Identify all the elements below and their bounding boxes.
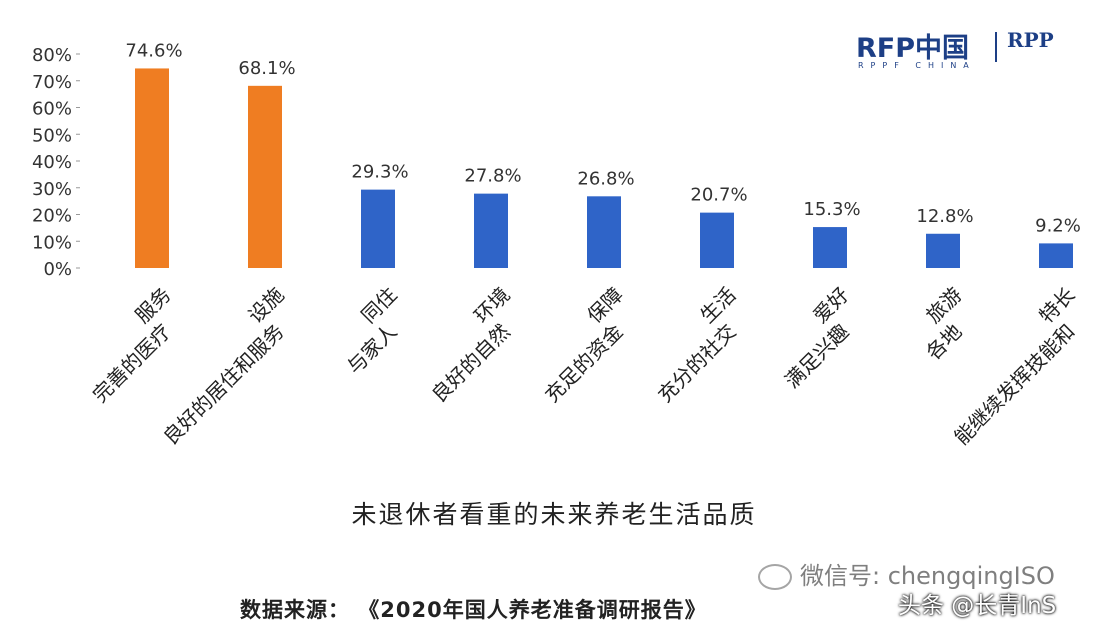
logo-sub-text: RPPF CHINA	[858, 61, 976, 70]
x-category-line: 与家人	[342, 319, 401, 378]
wechat-watermark-text: 微信号: chengqingISO	[800, 562, 1055, 590]
x-category-line: 能继续发挥技能和	[949, 319, 1079, 449]
bar	[361, 189, 395, 268]
y-tick-label: 0%	[43, 259, 72, 280]
y-tick-label: 50%	[32, 125, 72, 146]
y-tick-label: 80%	[32, 45, 72, 66]
data-label: 26.8%	[577, 168, 634, 189]
bar	[135, 68, 169, 268]
x-category-line: 特长	[1034, 283, 1079, 328]
y-axis: 0% 10% 20% 30% 40% 50% 60% 70% 80%	[32, 45, 80, 280]
data-label: 15.3%	[803, 199, 860, 220]
x-category-line: 充分的社交	[653, 319, 741, 407]
data-label: 9.2%	[1035, 215, 1081, 236]
data-label: 74.6%	[125, 40, 182, 61]
logo-main-text: RFP中国	[856, 33, 970, 64]
wechat-icon	[758, 564, 792, 590]
x-category-line: 生活	[695, 283, 740, 328]
y-tick-label: 30%	[32, 179, 72, 200]
x-category-line: 完善的医疗	[88, 319, 176, 407]
x-category-line: 保障	[582, 283, 627, 328]
bar	[587, 196, 621, 268]
y-tick-label: 60%	[32, 99, 72, 120]
bars	[135, 68, 1073, 269]
data-labels: 74.6% 68.1% 29.3% 27.8% 26.8% 20.7% 15.3% 12.8%…	[125, 40, 1080, 236]
bar	[474, 193, 508, 268]
x-category-line: 满足兴趣	[780, 319, 854, 393]
rfp-china-logo: RFP中国 RPPF CHINA RPP	[856, 26, 1086, 70]
data-label: 20.7%	[690, 185, 747, 206]
chart-title: 未退休者看重的未来养老生活品质	[351, 500, 757, 529]
x-category-line: 各地	[921, 319, 966, 364]
data-source: 数据来源： 《2020年国人养老准备调研报告》	[240, 598, 707, 622]
x-category-line: 设施	[243, 283, 288, 328]
x-axis-categories: 完善的医疗服务良好的居住和服务设施与家人同住良好的自然环境充足的资金保障充分的社…	[88, 283, 1080, 450]
x-category-line: 环境	[469, 283, 514, 328]
bar	[1039, 243, 1073, 268]
data-label: 29.3%	[351, 162, 408, 183]
x-category-line: 良好的居住和服务	[158, 319, 288, 449]
bar	[248, 85, 282, 269]
data-label: 68.1%	[238, 58, 295, 79]
x-category-line: 服务	[130, 283, 175, 328]
logo-divider	[995, 32, 997, 62]
x-category-line: 同住	[356, 283, 401, 328]
toutiao-watermark: 头条 @长青InS	[898, 593, 1057, 619]
y-tick-label: 20%	[32, 206, 72, 227]
x-category-line: 爱好	[808, 283, 853, 328]
x-category-line: 充足的资金	[540, 319, 628, 407]
y-tick-label: 40%	[32, 152, 72, 173]
logo-rpp-text: RPP	[1007, 28, 1054, 52]
bar	[813, 227, 847, 268]
wechat-watermark: 微信号: chengqingISO	[758, 556, 1055, 591]
y-tick-label: 10%	[32, 232, 72, 253]
bar	[700, 212, 734, 268]
data-label: 27.8%	[464, 166, 521, 187]
data-label: 12.8%	[916, 206, 973, 227]
bar	[926, 233, 960, 268]
x-category-line: 旅游	[921, 283, 966, 328]
x-category-line: 良好的自然	[427, 319, 515, 407]
y-tick-label: 70%	[32, 72, 72, 93]
